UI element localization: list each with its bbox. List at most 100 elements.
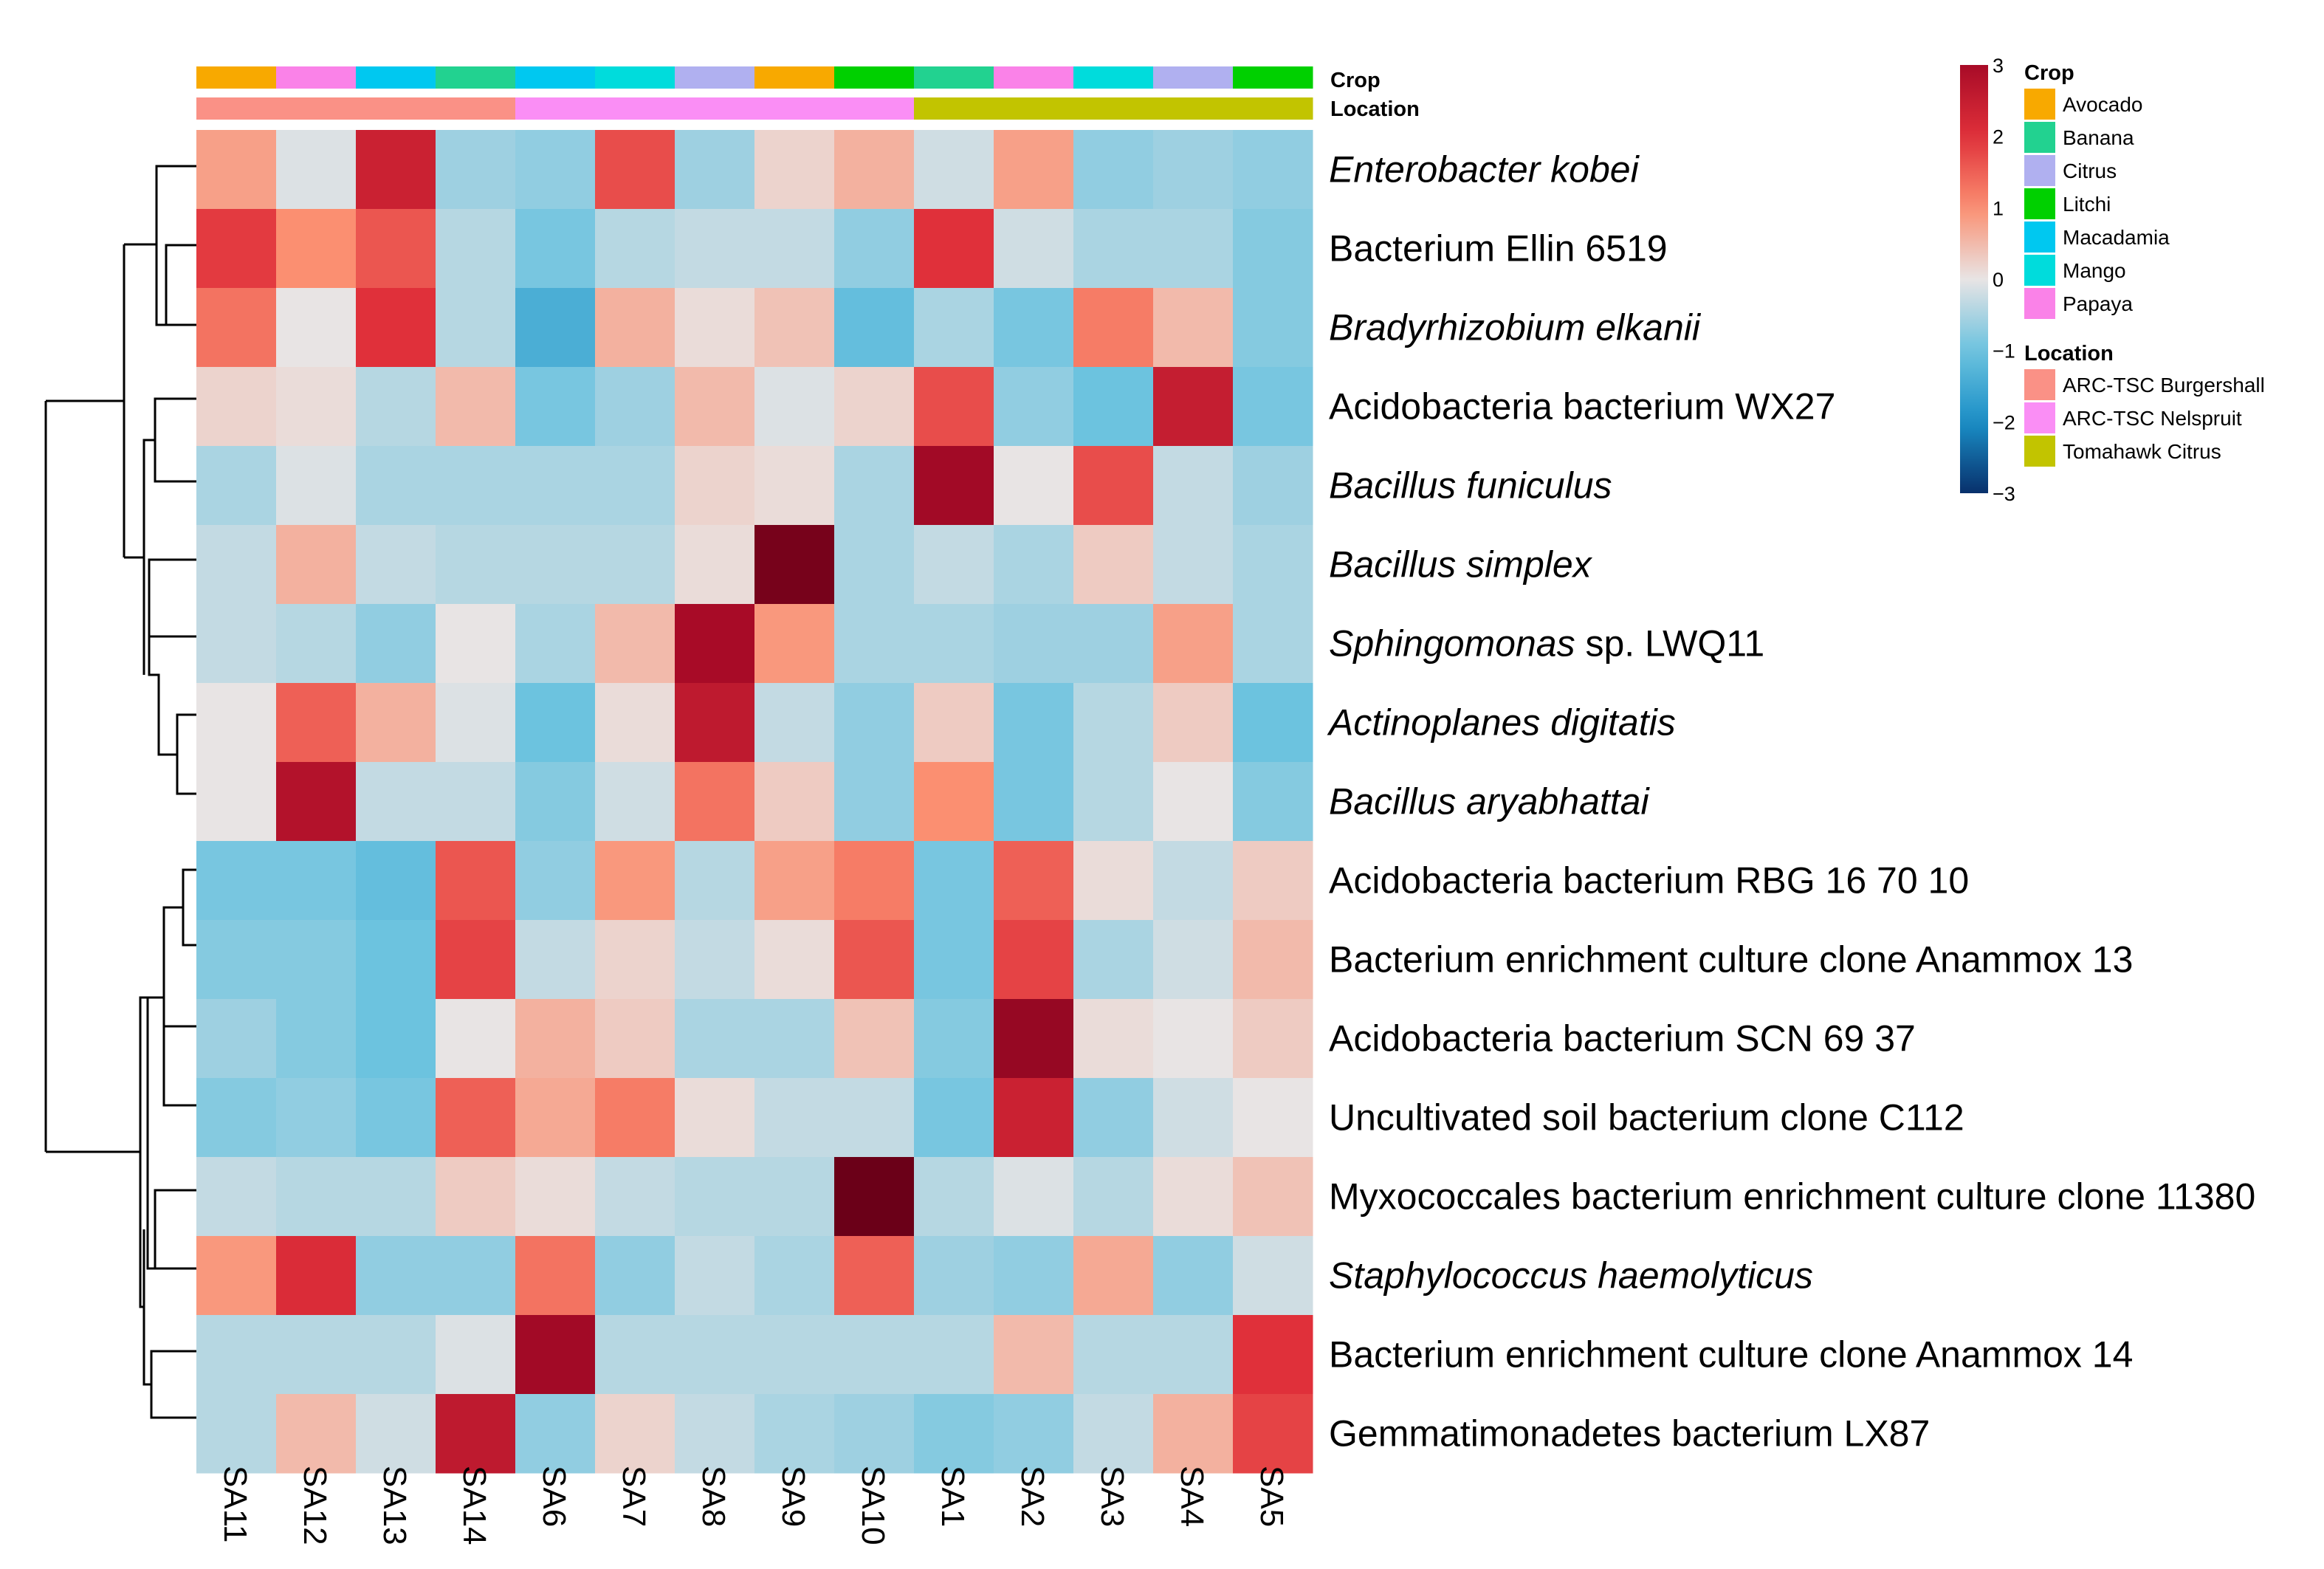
heatmap-cell: [356, 1236, 436, 1316]
heatmap-cell: [834, 920, 915, 1000]
crop-anno-SA5: [1233, 66, 1313, 89]
heatmap-cell: [436, 999, 516, 1079]
heatmap-cell: [914, 130, 994, 210]
row-label: Sphingomonas sp. LWQ11: [1329, 623, 1764, 665]
heatmap-cell: [1233, 604, 1313, 684]
row-labels: Enterobacter kobei Bacterium Ellin 6519 Br…: [1327, 149, 2255, 1455]
row-label: Myxococcales bacterium enrichment cultur…: [1329, 1176, 2255, 1218]
heatmap-cell: [196, 1078, 277, 1158]
heatmap-cell: [994, 1394, 1074, 1474]
heatmap-cell: [754, 1157, 835, 1237]
heatmap-cell: [196, 1157, 277, 1237]
crop-anno-SA12: [276, 66, 357, 89]
column-label: SA2: [1014, 1466, 1051, 1527]
heatmap-cell: [515, 130, 596, 210]
heatmap-cell: [436, 920, 516, 1000]
heatmap-cell: [196, 604, 277, 684]
heatmap-cell: [436, 209, 516, 289]
crop-anno-SA11: [196, 66, 277, 89]
heatmap-cell: [1153, 1394, 1234, 1474]
heatmap-cell: [1153, 130, 1234, 210]
heatmap-cell: [914, 683, 994, 763]
color-scale-tick: −2: [1993, 411, 2015, 433]
heatmap-cell: [1153, 1157, 1234, 1237]
heatmap-cell: [595, 525, 675, 605]
heatmap-cell: [675, 1394, 755, 1474]
heatmap-cell: [1153, 1236, 1234, 1316]
heatmap-cell: [834, 1157, 915, 1237]
heatmap-cell: [834, 288, 915, 368]
heatmap-cell: [276, 604, 357, 684]
heatmap-cell: [436, 367, 516, 447]
heatmap-cell: [1153, 999, 1234, 1079]
row-label: Acidobacteria bacterium RBG 16 70 10: [1329, 860, 1969, 902]
row-label: Gemmatimonadetes bacterium LX87: [1329, 1413, 1930, 1455]
legend-label: Tomahawk Citrus: [2063, 440, 2221, 463]
heatmap-cell: [1073, 446, 1154, 526]
heatmap-cell: [754, 288, 835, 368]
column-label: SA12: [297, 1466, 333, 1545]
heatmap-cell: [595, 841, 675, 921]
heatmap-cell: [356, 209, 436, 289]
heatmap-cell: [1233, 762, 1313, 842]
heatmap-cell: [994, 604, 1074, 684]
heatmap-cell: [834, 1078, 915, 1158]
heatmap-cell: [914, 1236, 994, 1316]
heatmap-cell: [1073, 604, 1154, 684]
heatmap-cell: [675, 762, 755, 842]
heatmap-cell: [436, 130, 516, 210]
row-label: Bacterium Ellin 6519: [1329, 228, 1668, 269]
legend-label: Litchi: [2063, 193, 2111, 216]
heatmap-cell: [754, 683, 835, 763]
heatmap-cell: [276, 209, 357, 289]
heatmap-cell: [196, 130, 277, 210]
column-label: SA11: [217, 1466, 253, 1542]
row-label: Bacillus funiculus: [1329, 465, 1612, 507]
legend-label: Papaya: [2063, 292, 2133, 315]
color-scale-tick: −3: [1993, 483, 2015, 505]
heatmap-cell: [595, 288, 675, 368]
row-label: Uncultivated soil bacterium clone C112: [1329, 1097, 1964, 1139]
heatmap-cell: [595, 762, 675, 842]
heatmap-cell: [356, 762, 436, 842]
heatmap-cell: [675, 841, 755, 921]
column-label: SA6: [536, 1466, 572, 1527]
heatmap-cell: [675, 288, 755, 368]
heatmap-cell: [276, 1157, 357, 1237]
color-scale-tick: 2: [1993, 126, 2004, 148]
heatmap-cell: [1233, 1315, 1313, 1395]
heatmap-cell: [834, 367, 915, 447]
heatmap-cells: [196, 130, 1313, 1474]
heatmap-cell: [834, 446, 915, 526]
heatmap-cell: [436, 1157, 516, 1237]
heatmap-cell: [515, 604, 596, 684]
heatmap-cell: [436, 1078, 516, 1158]
row-label: Acidobacteria bacterium WX27: [1329, 386, 1835, 428]
heatmap-cell: [994, 683, 1074, 763]
heatmap-cell: [276, 367, 357, 447]
row-dendrogram: [44, 165, 198, 1419]
location-anno-SA1: [914, 97, 994, 120]
column-label: SA7: [616, 1466, 652, 1527]
heatmap-cell: [276, 288, 357, 368]
heatmap-cell: [515, 762, 596, 842]
heatmap-cell: [675, 446, 755, 526]
heatmap-cell: [356, 1157, 436, 1237]
location-annotation-label: Location: [1330, 97, 1420, 121]
heatmap-cell: [1233, 999, 1313, 1079]
legend-swatch: [2024, 288, 2055, 319]
location-anno-SA6: [515, 97, 596, 120]
heatmap-cell: [1233, 1157, 1313, 1237]
heatmap-cell: [1073, 920, 1154, 1000]
heatmap-cell: [675, 1315, 755, 1395]
row-label: Bradyrhizobium elkanii: [1329, 307, 1702, 349]
heatmap-cell: [276, 841, 357, 921]
heatmap-cell: [276, 999, 357, 1079]
heatmap-cell: [595, 1315, 675, 1395]
heatmap-cell: [356, 920, 436, 1000]
heatmap-cell: [914, 525, 994, 605]
column-label: SA14: [456, 1466, 492, 1545]
heatmap-cell: [994, 1078, 1074, 1158]
heatmap-cell: [994, 762, 1074, 842]
heatmap-cell: [1233, 683, 1313, 763]
